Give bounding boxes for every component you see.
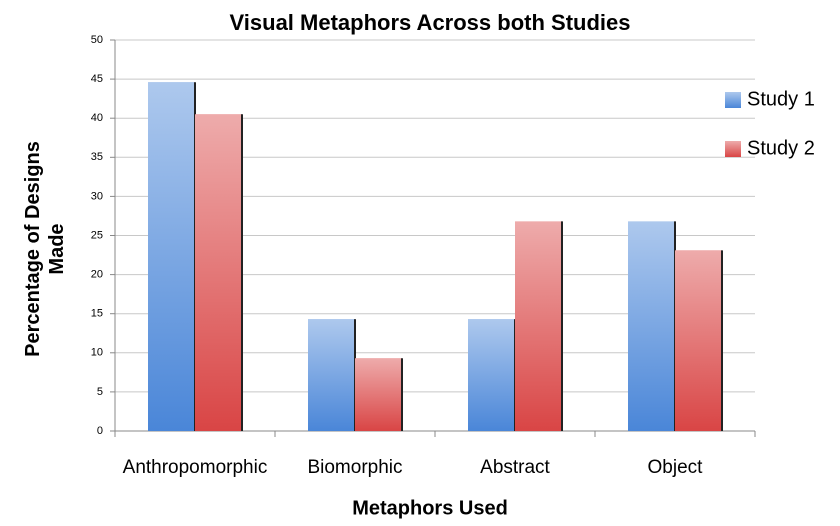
y-tick-label: 45 — [91, 73, 103, 85]
chart-title: Visual Metaphors Across both Studies — [230, 10, 631, 35]
x-tick-label: Anthropomorphic — [123, 457, 268, 478]
y-tick-label: 35 — [91, 151, 103, 163]
legend-swatch-sheen — [725, 92, 741, 108]
x-tick-label: Object — [648, 457, 704, 478]
bar-sheen — [195, 114, 242, 431]
x-tick-label: Abstract — [480, 457, 550, 478]
y-tick-label: 20 — [91, 269, 103, 281]
legend-label: Study 1 — [747, 88, 815, 110]
y-tick-label: 25 — [91, 229, 103, 241]
bar-sheen — [355, 358, 402, 431]
bar-sheen — [675, 250, 722, 431]
legend-label: Study 2 — [747, 137, 815, 159]
y-tick-label: 0 — [97, 425, 103, 437]
x-axis-title: Metaphors Used — [352, 497, 508, 519]
bar-sheen — [148, 82, 195, 431]
y-tick-label: 10 — [91, 347, 103, 359]
bar-sheen — [628, 221, 675, 431]
y-tick-label: 15 — [91, 308, 103, 320]
legend-swatch-sheen — [725, 141, 741, 157]
bar-sheen — [515, 221, 562, 431]
y-axis-title: Percentage of Designs Made — [22, 141, 68, 357]
x-tick-label: Biomorphic — [307, 457, 402, 478]
y-tick-label: 30 — [91, 190, 103, 202]
bar-sheen — [308, 319, 355, 431]
y-tick-label: 50 — [91, 34, 103, 46]
bar-sheen — [468, 319, 515, 431]
y-tick-label: 40 — [91, 112, 103, 124]
y-tick-label: 5 — [97, 386, 103, 398]
